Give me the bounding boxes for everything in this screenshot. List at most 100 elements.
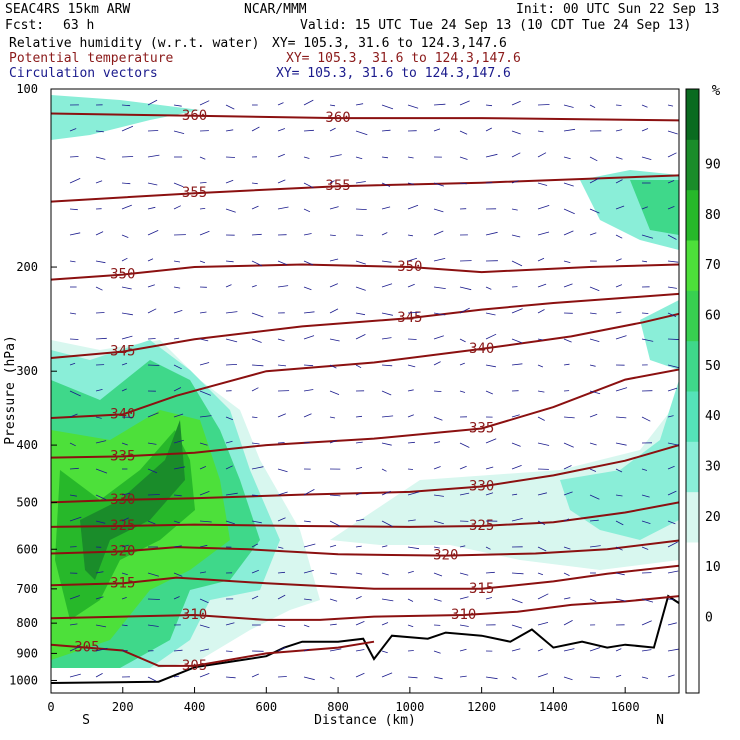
circulation-vector — [199, 491, 210, 496]
theta-label-320: 320 — [433, 548, 458, 564]
circulation-vector — [537, 205, 550, 210]
circulation-vector — [69, 390, 81, 397]
circulation-vector — [641, 338, 654, 342]
circulation-vector — [147, 442, 157, 445]
circulation-vector — [277, 676, 287, 678]
circulation-vector — [225, 676, 236, 679]
circulation-vector — [225, 179, 234, 184]
circulation-vector — [121, 362, 128, 366]
theta-label-325: 325 — [469, 518, 494, 534]
circulation-vector — [667, 541, 678, 548]
circulation-vector — [329, 598, 338, 602]
circulation-vector — [147, 130, 159, 132]
theta-contour-355 — [51, 174, 679, 203]
circulation-vector — [381, 520, 393, 527]
colorbar-label: 60 — [705, 309, 721, 324]
circulation-vector — [511, 598, 523, 604]
circulation-vector — [667, 206, 675, 210]
circulation-vector — [537, 283, 547, 288]
circulation-vector — [407, 468, 414, 470]
valid-time: Valid: 15 UTC Tue 24 Sep 13 (10 CDT Tue … — [300, 18, 692, 33]
theta-label-360: 360 — [325, 110, 350, 126]
circulation-vector — [69, 442, 76, 447]
circulation-vector — [641, 260, 648, 263]
circulation-vector — [147, 412, 159, 418]
circulation-vector — [537, 104, 550, 106]
circulation-vector — [511, 572, 524, 575]
circulation-vector — [459, 465, 467, 470]
theta-contour-330 — [51, 444, 679, 504]
colorbar-label: 0 — [705, 611, 713, 626]
circulation-vector — [615, 442, 627, 446]
y-tick-label: 600 — [16, 542, 38, 556]
circulation-vector — [329, 104, 336, 107]
circulation-vector — [225, 622, 235, 626]
circulation-vector — [485, 104, 493, 107]
circulation-vector — [277, 442, 285, 444]
circulation-vector — [563, 491, 573, 496]
circulation-vector — [589, 413, 598, 418]
theta-label-305: 305 — [74, 640, 99, 656]
circulation-vector — [251, 182, 258, 185]
circulation-vector — [69, 156, 79, 158]
circulation-vector — [615, 129, 623, 132]
circulation-vector — [407, 650, 414, 652]
circulation-vector — [303, 364, 314, 367]
circulation-vector — [459, 442, 470, 448]
theta-label-335: 335 — [469, 421, 494, 437]
circulation-vector — [589, 104, 596, 108]
circulation-vector — [641, 598, 654, 603]
circulation-vector — [381, 283, 393, 288]
circulation-vector — [615, 572, 625, 576]
circulation-vector — [537, 309, 545, 314]
circulation-vector — [225, 104, 235, 110]
circulation-vector — [563, 620, 573, 626]
circulation-vector — [537, 492, 547, 496]
circulation-vector — [407, 624, 414, 628]
circulation-vector — [381, 442, 392, 446]
circulation-vector — [121, 286, 132, 290]
circulation-vector — [641, 128, 649, 132]
circulation-vector — [69, 673, 81, 678]
circulation-vector — [251, 543, 259, 548]
circulation-vector — [563, 128, 576, 132]
circulation-vector — [199, 156, 206, 160]
circulation-vector — [147, 468, 158, 474]
theta-label-350: 350 — [110, 267, 135, 283]
circulation-vector — [433, 466, 441, 470]
circulation-vector — [95, 180, 103, 184]
circulation-vector — [303, 598, 312, 601]
circulation-vector — [537, 231, 550, 236]
circulation-vector — [173, 596, 180, 600]
circulation-vector — [329, 180, 335, 184]
theta-label-345: 345 — [397, 310, 422, 326]
circulation-vector — [589, 468, 597, 472]
colorbar-label: 90 — [705, 158, 721, 173]
circulation-vector — [615, 494, 623, 497]
circulation-vector — [225, 465, 233, 470]
circulation-vector — [225, 156, 236, 158]
circulation-vector — [511, 152, 521, 158]
circulation-vector — [121, 204, 132, 210]
circulation-vector — [537, 442, 550, 446]
circulation-vector — [355, 130, 368, 136]
terrain-line — [51, 594, 679, 684]
circulation-vector — [511, 648, 521, 652]
circulation-vector — [589, 177, 600, 184]
circulation-vector — [121, 312, 133, 316]
circulation-vector — [225, 208, 236, 213]
circulation-vector — [329, 676, 335, 680]
circulation-vector — [511, 100, 521, 106]
circulation-vector — [589, 676, 600, 679]
circulation-vector — [381, 650, 388, 654]
circulation-vector — [251, 387, 259, 392]
field1-name: Relative humidity (w.r.t. water) — [9, 36, 260, 51]
circulation-vector — [147, 520, 156, 525]
circulation-vector — [95, 416, 102, 419]
circulation-vector — [303, 286, 312, 291]
x-tick-label: 800 — [327, 700, 349, 714]
colorbar-label: 40 — [705, 409, 721, 424]
x-tick-label: 600 — [255, 700, 277, 714]
circulation-vector — [199, 648, 209, 652]
circulation-vector — [225, 311, 238, 314]
